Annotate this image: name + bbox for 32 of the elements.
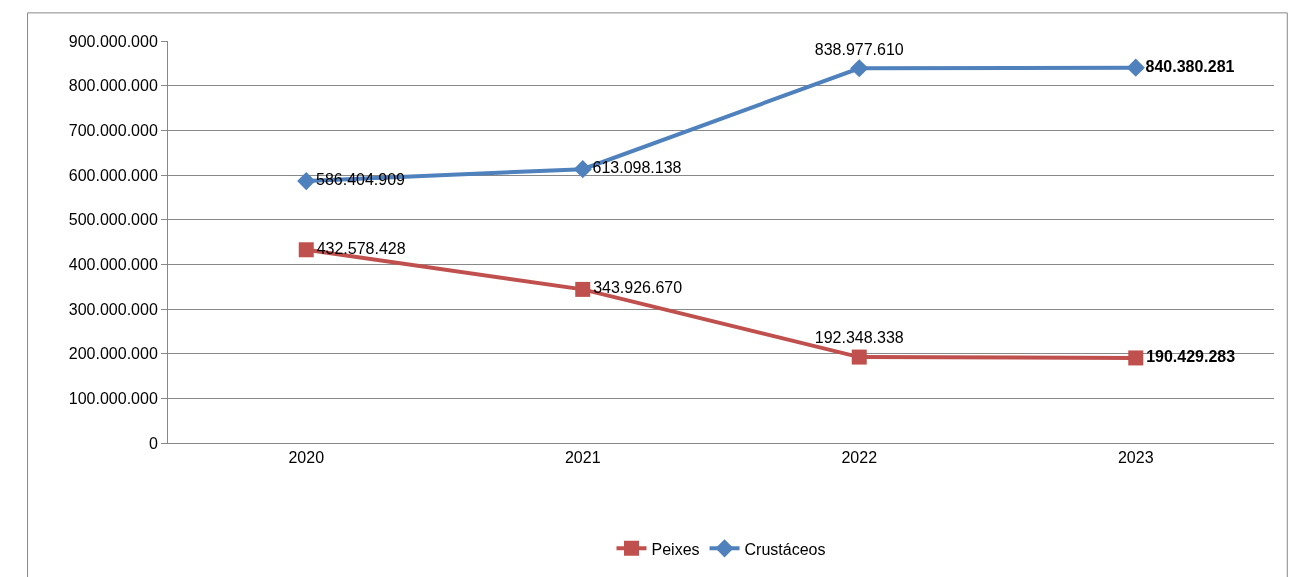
x-tick-label: 2023: [1117, 449, 1154, 467]
data-label: 838.977.610: [814, 40, 904, 58]
x-tick-label: 2022: [841, 449, 878, 467]
point: [573, 160, 592, 179]
data-label: 613.098.138: [592, 159, 682, 177]
y-tick-label: 0: [148, 434, 158, 452]
point: [850, 59, 869, 78]
point: [1128, 350, 1144, 366]
y-tick-label: 300.000.000: [68, 300, 158, 318]
data-label: 192.348.338: [814, 328, 904, 346]
y-tick-label: 500.000.000: [68, 211, 158, 229]
data-label: 343.926.670: [593, 279, 683, 297]
y-tick-label: 600.000.000: [68, 166, 158, 184]
legend-label: Peixes: [651, 540, 700, 558]
y-tick-label: 100.000.000: [68, 389, 158, 407]
data-label: 190.429.283: [1146, 347, 1236, 365]
y-tick-label: 200.000.000: [68, 345, 158, 363]
data-label: 432.578.428: [316, 239, 406, 257]
x-tick-label: 2020: [288, 449, 325, 467]
point: [851, 349, 867, 365]
y-tick-label: 800.000.000: [68, 77, 158, 95]
legend-label: Crustáceos: [744, 540, 826, 558]
data-label: 586.404.909: [316, 171, 406, 189]
y-tick-label: 700.000.000: [68, 121, 158, 139]
point: [297, 171, 316, 191]
y-tick-label: 900.000.000: [68, 32, 158, 50]
y-tick-label: 400.000.000: [68, 255, 158, 273]
x-tick-label: 2021: [564, 449, 601, 467]
point: [575, 281, 591, 297]
data-label: 840.380.281: [1145, 57, 1235, 75]
point: [1126, 58, 1145, 77]
point: [298, 242, 314, 258]
